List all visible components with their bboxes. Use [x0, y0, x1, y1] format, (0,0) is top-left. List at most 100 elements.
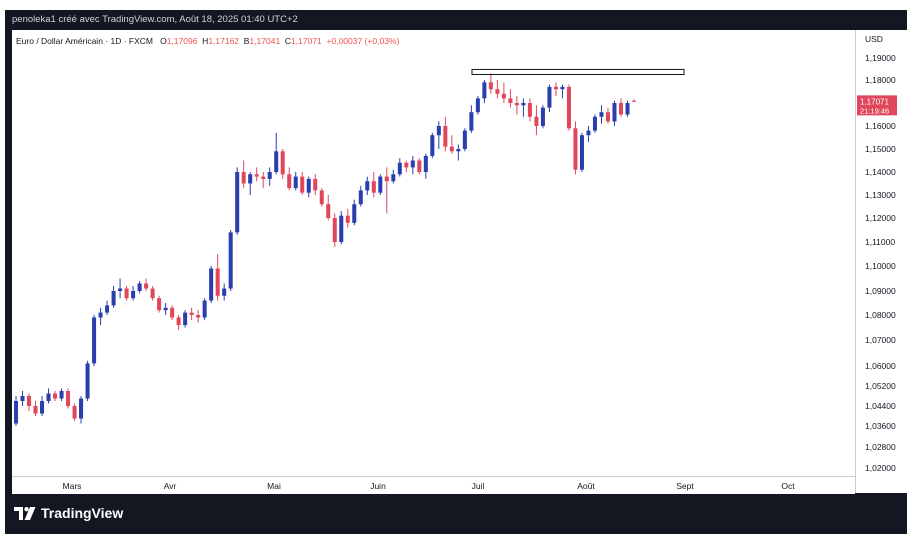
candle-body: [79, 398, 84, 419]
time-tick-label: Juin: [370, 481, 386, 491]
price-tick-label: 1,07000: [865, 335, 896, 345]
candle-body: [573, 128, 578, 170]
candle-body: [280, 151, 285, 175]
candle-body: [592, 116, 597, 131]
candle-body: [254, 174, 259, 177]
candle-body: [579, 135, 584, 170]
price-tick-label: 1,06000: [865, 361, 896, 371]
candle-body: [410, 160, 415, 168]
symbol-description[interactable]: Euro / Dollar Américain · 1D · FXCM: [16, 36, 153, 46]
candle-body: [443, 126, 448, 147]
candle-body: [618, 103, 624, 115]
time-tick-label: Juil: [472, 481, 485, 491]
high-label: H: [202, 36, 209, 46]
candle-body: [430, 135, 435, 156]
price-tick-label: 1,09000: [865, 286, 896, 296]
candle-body: [397, 162, 402, 175]
candle-body: [495, 89, 500, 94]
open-value: 1,17096: [166, 36, 198, 46]
candle-body: [170, 307, 175, 318]
candle-body: [306, 178, 311, 193]
candle-body: [222, 288, 227, 296]
time-tick-label: Août: [577, 481, 595, 491]
candle-body: [527, 103, 532, 117]
candle-body: [332, 218, 337, 242]
candle-body: [124, 288, 129, 299]
candle-body: [326, 204, 331, 218]
low-value: 1,17041: [249, 36, 281, 46]
candle-body: [13, 401, 19, 424]
candle-body: [631, 100, 637, 102]
tradingview-logo[interactable]: TradingView: [14, 505, 123, 521]
price-tick-label: 1,05200: [865, 381, 896, 391]
candle-body: [417, 160, 422, 172]
attribution-text: penoleka1 créé avec TradingView.com, Aoû…: [12, 14, 298, 25]
candle-body: [293, 176, 298, 189]
candle-body: [456, 149, 461, 152]
candle-body: [475, 98, 480, 113]
price-tick-label: 1,10000: [865, 261, 896, 271]
symbol-badge: [855, 95, 856, 106]
price-tick-label: 1,16000: [865, 121, 896, 131]
candle-body: [163, 307, 168, 311]
candle-body: [202, 300, 207, 318]
candle-body: [176, 317, 181, 325]
candle-body: [508, 98, 513, 103]
last-price-badge: [857, 95, 897, 116]
time-tick-label: Sept: [676, 481, 694, 491]
candle-body: [267, 172, 272, 179]
time-tick-label: Oct: [781, 481, 795, 491]
candle-body: [313, 178, 318, 191]
candle-body: [482, 82, 487, 99]
candle-body: [137, 283, 142, 291]
candle-body: [98, 312, 103, 318]
candle-body: [547, 86, 552, 108]
change-value: +0,00037 (+0,03%): [326, 36, 400, 46]
candle-body: [566, 86, 571, 129]
time-tick-label: Mai: [267, 481, 281, 491]
candle-body: [391, 174, 396, 182]
price-tick-label: 1,03600: [865, 421, 896, 431]
open-label: O: [160, 36, 167, 46]
candle-body: [605, 112, 610, 122]
time-tick-label: Mars: [63, 481, 82, 491]
candle-body: [105, 305, 110, 313]
candle-body: [111, 291, 116, 306]
candle-body: [118, 288, 123, 291]
candle-body: [209, 268, 214, 301]
candle-body: [215, 268, 220, 296]
candle-body: [339, 215, 344, 242]
price-tick-label: 1,04400: [865, 401, 896, 411]
price-tick-label: 1,12000: [865, 213, 896, 223]
candle-body: [26, 396, 32, 406]
tradingview-icon: [14, 506, 36, 520]
time-axis[interactable]: Mars Avr Mai Juin Juil Août Sept Oct: [12, 476, 855, 494]
ohlc-legend: Euro / Dollar Américain · 1D · FXCM O1,1…: [16, 36, 399, 46]
candle-body: [300, 176, 305, 193]
candle-body: [183, 312, 188, 325]
candle-body: [33, 406, 38, 414]
candle-body: [586, 130, 591, 136]
candle-body: [287, 174, 292, 189]
price-axis[interactable]: USD 1,190001,180001,170001,160001,150001…: [855, 30, 909, 493]
candle-body: [196, 315, 201, 318]
time-axis-labels: Mars Avr Mai Juin Juil Août Sept Oct: [63, 481, 796, 491]
candle-body: [59, 391, 64, 399]
price-plot[interactable]: [12, 30, 855, 493]
candle-body: [404, 162, 409, 168]
price-tick-label: 1,02000: [865, 463, 896, 473]
candle-body: [46, 393, 51, 401]
candle-body: [469, 112, 474, 131]
high-value: 1,17162: [208, 36, 240, 46]
candle-body: [521, 103, 526, 106]
price-tick-label: 1,14000: [865, 167, 896, 177]
price-tick-label: 1,18000: [865, 75, 896, 85]
candle-body: [274, 151, 279, 172]
bar-countdown-text: 21:19:46: [860, 106, 889, 115]
candle-body: [319, 190, 324, 205]
candle-body: [534, 116, 539, 126]
chart-panel[interactable]: Euro / Dollar Américain · 1D · FXCM O1,1…: [12, 30, 908, 493]
candle-body: [384, 176, 389, 182]
candle-body: [53, 393, 58, 399]
candle-body: [131, 291, 136, 299]
